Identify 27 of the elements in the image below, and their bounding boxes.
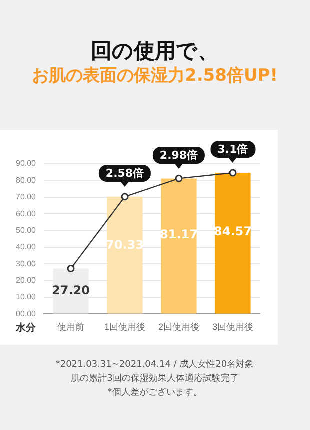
annotation: 3.1倍 — [210, 141, 256, 158]
y-tick-label: 80.00 — [16, 176, 37, 185]
data-label: 81.17 — [160, 228, 198, 242]
y-tick-label: 10.00 — [16, 292, 37, 302]
y-tick-label: 30.00 — [16, 259, 37, 268]
y-tick-label: 50.00 — [16, 226, 37, 235]
y-tick-label: 70.00 — [16, 192, 37, 202]
y-tick-label: 90.00 — [16, 159, 37, 168]
x-tick-label: 2回使用後 — [158, 322, 200, 332]
chart-subtitle: お肌の表面の保湿力2.58倍UP! — [31, 65, 279, 88]
x-axis-title: 水分 — [15, 322, 38, 334]
y-tick-label: 20.00 — [16, 276, 37, 286]
y-tick-label: 40.00 — [16, 242, 37, 252]
data-label: 70.33 — [106, 238, 144, 252]
y-tick-label: 00.00 — [16, 309, 37, 318]
x-tick-label: 使用前 — [58, 322, 85, 332]
data-label: 84.57 — [214, 224, 252, 238]
text: *2021.03.31~2021.04.14 / 成人女性20名対象 — [54, 358, 256, 372]
text: 肌の累計3回の保湿効果人体適応試験完了 — [70, 372, 240, 386]
x-tick-label: 1回使用後 — [104, 322, 146, 332]
data-label: 27.20 — [52, 283, 90, 298]
annotation: 2.58倍 — [98, 164, 152, 182]
y-tick-label: 60.00 — [16, 209, 37, 218]
chart-title: 回の使用で、 — [90, 38, 220, 64]
x-tick-label: 3回使用後 — [212, 322, 254, 332]
text: *個人差がございます。 — [106, 386, 204, 400]
annotation: 2.98倍 — [152, 146, 206, 164]
